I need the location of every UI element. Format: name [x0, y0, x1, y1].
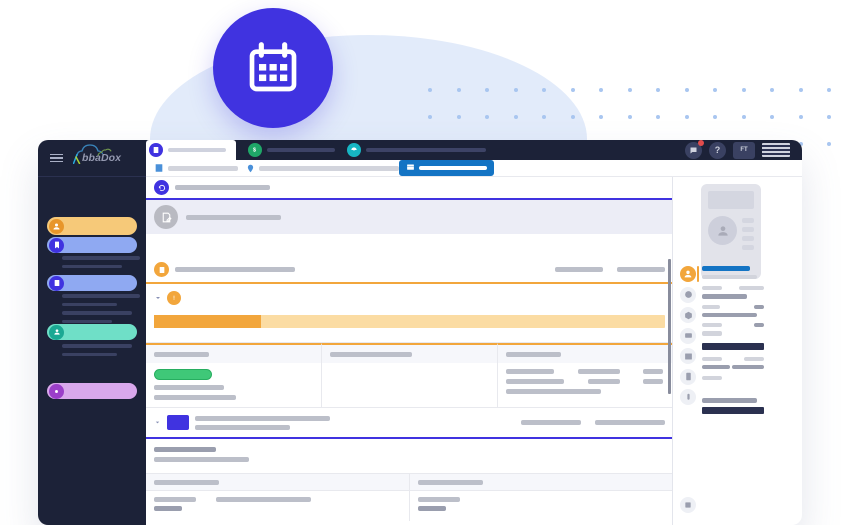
svg-text:$: $ — [253, 148, 256, 154]
